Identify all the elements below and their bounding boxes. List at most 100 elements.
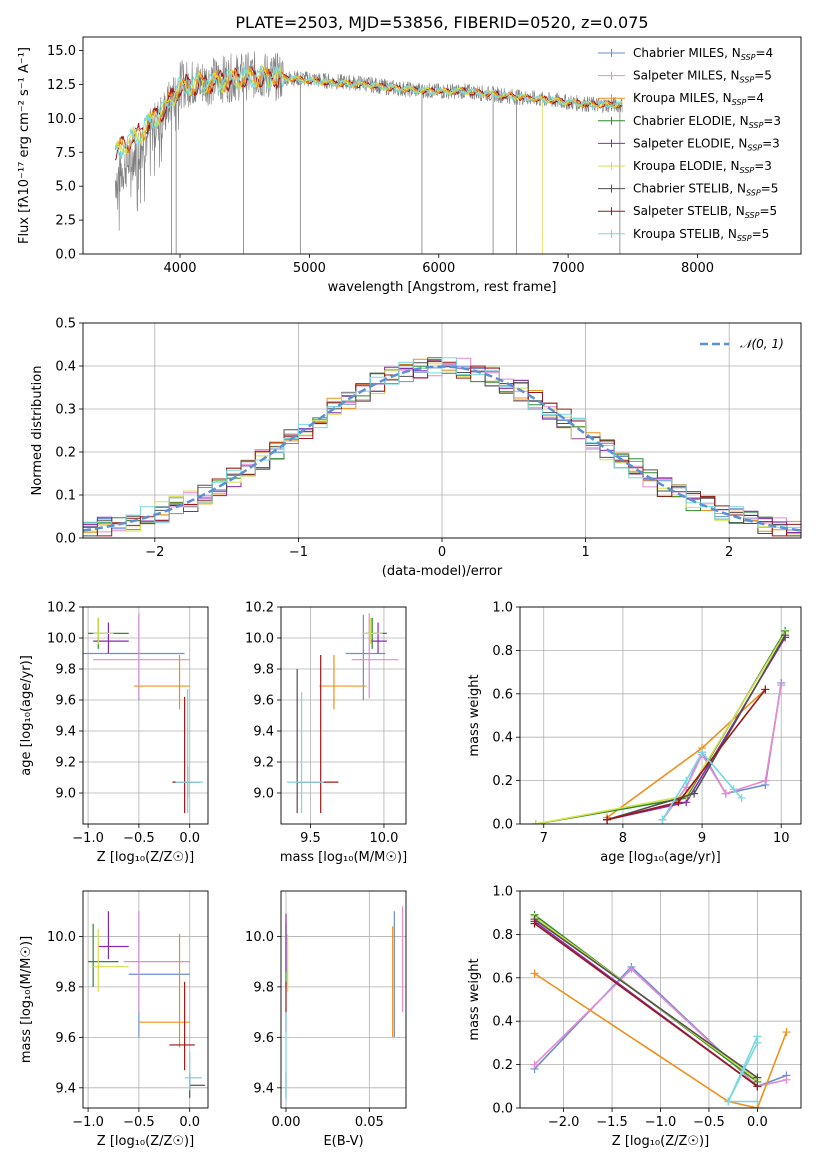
x-axis-label: wavelength [Angstrom, rest frame] (328, 280, 557, 295)
age-vs-metallicity-panel: −1.0 −0.5 0.0 9.0 9.2 9.4 9.6 9.8 10.0 10.2 Z [log… (19, 601, 209, 865)
y-tick-label: 0.3 (55, 403, 76, 418)
y-tick-label: 9.6 (55, 694, 76, 709)
y-tick-label: 10.2 (47, 601, 76, 616)
weight-point (674, 798, 683, 807)
residual-histogram (83, 357, 801, 528)
weight-line (534, 972, 788, 1108)
y-tick-label: 0.4 (55, 360, 76, 375)
weight-point (737, 793, 746, 802)
x-tick-label: −1.0 (645, 1115, 677, 1130)
y-tick-label: 9.8 (253, 980, 274, 995)
y-tick-label: 10.0 (245, 930, 274, 945)
weight-line (534, 922, 758, 1087)
axes-frame (519, 606, 802, 825)
y-axis-label: mass weight (467, 958, 482, 1040)
y-axis-label: mass weight (467, 674, 482, 756)
weight-point (761, 685, 770, 694)
y-tick-label: 12.5 (47, 78, 76, 93)
y-tick-label: 9.2 (55, 756, 76, 771)
y-tick-label: 0.8 (492, 928, 513, 943)
y-tick-label: 9.4 (253, 1081, 274, 1096)
legend-entry: Kroupa STELIB, NSSP=5 (633, 227, 769, 243)
plot-area (88, 911, 205, 1098)
weight-point (698, 748, 707, 757)
y-tick-label: 9.6 (253, 1031, 274, 1046)
y-tick-label: 0.8 (492, 644, 513, 659)
figure-title: PLATE=2503, MJD=53856, FIBERID=0520, z=0… (235, 13, 648, 32)
y-tick-label: 0.0 (492, 818, 513, 833)
x-axis-label: age [log₁₀(age/yr)] (600, 850, 721, 865)
weight-point (721, 789, 730, 798)
weight-line (535, 630, 786, 824)
y-tick-label: 9.4 (253, 725, 274, 740)
axes-frame (82, 322, 802, 539)
legend-entry: 𝒩(0, 1) (740, 337, 784, 351)
y-tick-label: 9.4 (55, 725, 76, 740)
legend-entry: Chabrier STELIB, NSSP=5 (633, 182, 778, 198)
y-tick-label: 9.2 (253, 756, 274, 771)
x-tick-label: 9 (698, 831, 706, 846)
weight-line (606, 634, 786, 821)
mass-vs-extinction-panel: 0.00 0.05 9.4 9.6 9.8 10.0 E(B-V) (245, 890, 407, 1149)
axes-frame (519, 890, 802, 1109)
y-tick-label: 0.4 (492, 731, 513, 746)
x-axis-label: mass [log₁₀(M/M☉)] (280, 850, 407, 865)
x-tick-label: −2 (145, 545, 164, 560)
legend-entry: Salpeter ELODIE, NSSP=3 (633, 136, 780, 152)
x-tick-label: 6000 (422, 261, 455, 276)
mass-weight-vs-age-panel: 7 8 9 10 0.0 0.2 0.4 0.6 0.8 1.0 age [log₁₀(age/yr… (467, 601, 802, 865)
y-tick-label: 0.5 (55, 317, 76, 332)
residuals-panel: −2 −1 0 1 2 0.0 0.1 0.2 0.3 0.4 0.5 (data-model)/er… (30, 317, 802, 579)
weight-point (781, 631, 790, 640)
y-tick-label: 10.0 (47, 112, 76, 127)
x-tick-label: 0.05 (355, 1115, 384, 1130)
y-tick-label: 15.0 (47, 44, 76, 59)
x-tick-label: −1.0 (72, 831, 104, 846)
y-axis-label: Normed distribution (30, 366, 45, 496)
weight-point (753, 1073, 762, 1082)
weight-point (753, 1097, 762, 1106)
plot-area (531, 626, 790, 824)
weight-point (753, 1082, 762, 1091)
y-tick-label: 0.4 (492, 1015, 513, 1030)
mass-vs-metallicity-panel: −1.0 −0.5 0.0 9.4 9.6 9.8 10.0 Z [log₁₀(Z/Z☉)] m… (19, 890, 209, 1149)
plot-area (530, 910, 791, 1108)
weight-point (724, 1097, 733, 1106)
weight-point (753, 1038, 762, 1047)
weight-point (761, 776, 770, 785)
weight-point (627, 965, 636, 974)
legend-entry: Chabrier ELODIE, NSSP=3 (633, 114, 781, 130)
weight-point (531, 820, 540, 824)
x-tick-label: 8000 (681, 261, 714, 276)
x-tick-label: 9.5 (300, 831, 321, 846)
y-tick-label: 0.2 (492, 774, 513, 789)
x-tick-label: −1 (289, 545, 308, 560)
y-tick-label: 0.2 (492, 1058, 513, 1073)
weight-line (661, 684, 782, 821)
legend-entry: Salpeter STELIB, NSSP=5 (633, 204, 777, 220)
y-tick-label: 9.8 (253, 663, 274, 678)
x-tick-label: 4000 (163, 261, 196, 276)
model-spectrum (114, 66, 623, 154)
x-tick-label: −2.0 (548, 1115, 580, 1130)
y-tick-label: 0.0 (492, 1102, 513, 1117)
y-axis-label: age [log₁₀(age/yr)] (19, 655, 34, 776)
x-axis-label: Z [log₁₀(Z/Z☉)] (97, 850, 194, 865)
x-axis-label: Z [log₁₀(Z/Z☉)] (97, 1134, 194, 1149)
weight-point (690, 789, 699, 798)
y-tick-label: 2.5 (55, 214, 76, 229)
x-tick-label: 5000 (293, 261, 326, 276)
model-spectrum (114, 65, 623, 160)
x-tick-label: 10 (773, 831, 790, 846)
y-tick-label: 0.6 (492, 971, 513, 986)
weight-point (658, 815, 667, 824)
x-tick-label: 0.0 (179, 1115, 200, 1130)
y-tick-label: 9.0 (253, 787, 274, 802)
y-tick-label: 1.0 (492, 601, 513, 616)
y-tick-label: 10.0 (245, 632, 274, 647)
weight-line (535, 632, 786, 824)
x-tick-label: 0.00 (272, 1115, 301, 1130)
plot-area (285, 906, 404, 1101)
x-tick-label: 1 (581, 545, 589, 560)
